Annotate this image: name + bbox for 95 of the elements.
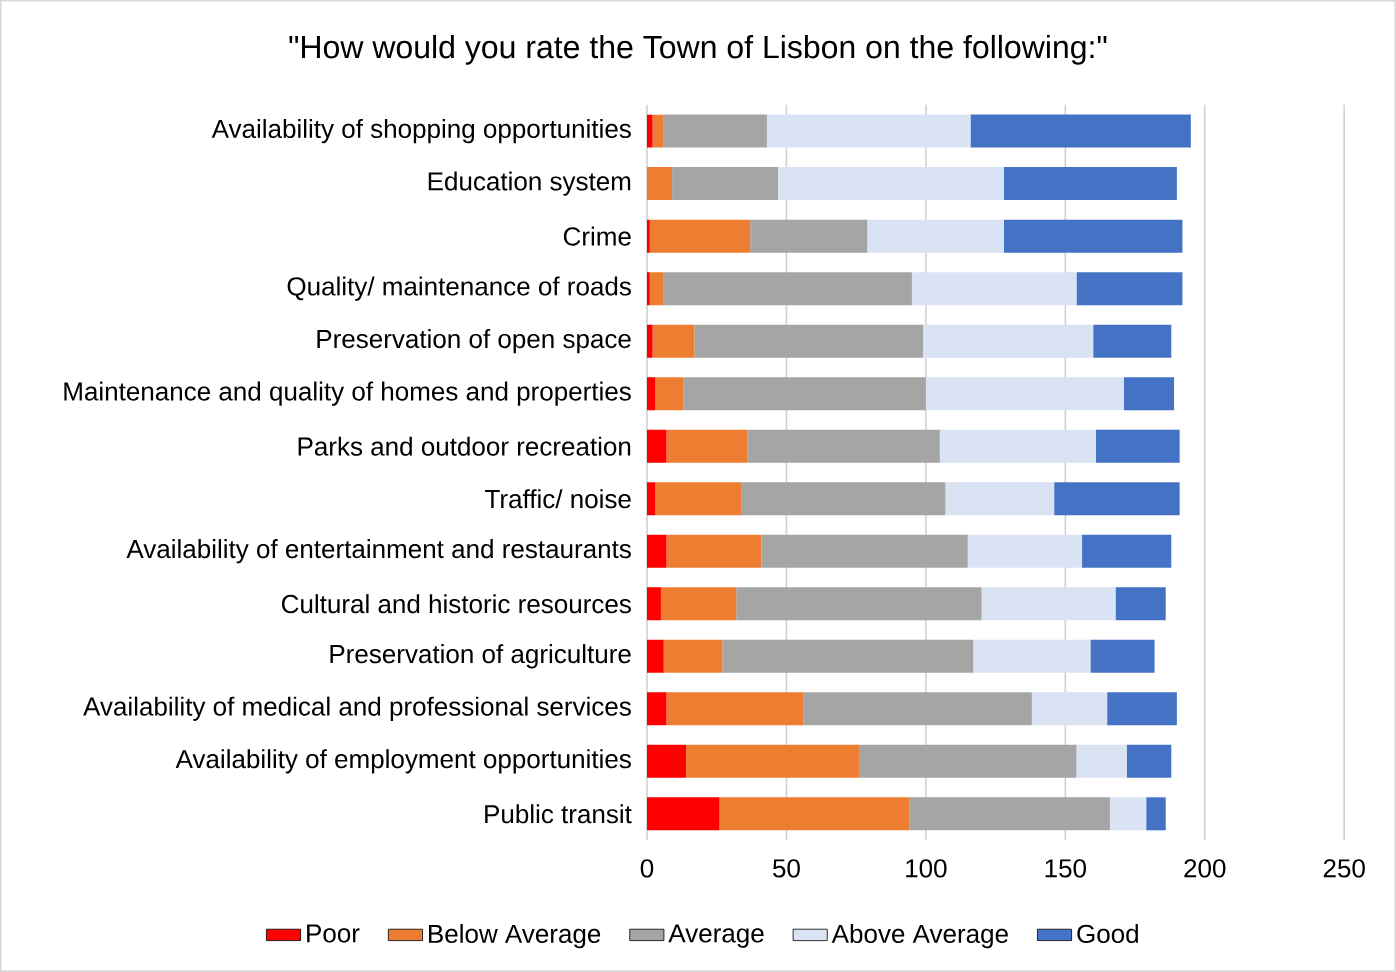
bar xyxy=(646,639,664,673)
bar xyxy=(909,797,1110,831)
bar xyxy=(652,324,695,358)
bar xyxy=(939,429,1096,463)
bar xyxy=(646,324,653,358)
bar xyxy=(1076,272,1183,306)
bar xyxy=(686,744,859,778)
bar xyxy=(719,797,910,831)
bar xyxy=(925,377,1124,411)
bar xyxy=(672,167,779,201)
bar xyxy=(747,429,940,463)
y-tick-label: Availability of employment opportunities xyxy=(175,749,631,774)
bar xyxy=(649,272,664,306)
bar xyxy=(1093,324,1172,358)
bar xyxy=(646,167,673,201)
y-tick-label: Preservation of agriculture xyxy=(330,644,631,669)
bar xyxy=(666,692,804,726)
y-tick-label: Education system xyxy=(428,171,631,196)
y-tick-label: Quality/ maintenance of roads xyxy=(287,276,631,301)
bar xyxy=(646,272,650,306)
y-tick-label: Preservation of open space xyxy=(317,329,631,354)
bar xyxy=(1076,744,1127,778)
x-tick-label: 50 xyxy=(773,859,800,878)
bar xyxy=(1126,744,1172,778)
y-tick-label: Cultural and historic resources xyxy=(281,594,631,614)
bar xyxy=(970,114,1191,148)
y-tick-label: Parks and outdoor recreation xyxy=(298,436,631,456)
bar xyxy=(655,482,742,516)
bar xyxy=(1054,482,1180,516)
bar xyxy=(646,429,667,463)
bar xyxy=(1095,429,1180,463)
bar xyxy=(646,534,667,568)
y-tick-label: Public transit xyxy=(485,804,632,824)
bar xyxy=(766,114,971,148)
bar xyxy=(761,534,968,568)
bar xyxy=(911,272,1077,306)
bar xyxy=(646,692,667,726)
x-tick-label: 0 xyxy=(640,859,654,878)
bar xyxy=(1082,534,1172,568)
bar xyxy=(967,534,1083,568)
y-tick-label: Traffic/ noise xyxy=(485,489,631,509)
bar xyxy=(1115,587,1166,621)
bar xyxy=(867,219,1004,253)
bar xyxy=(923,324,1094,358)
bar xyxy=(722,639,974,673)
bar xyxy=(646,744,687,778)
bar xyxy=(663,272,912,306)
bar xyxy=(652,114,664,148)
x-tick-label: 250 xyxy=(1323,859,1365,878)
legend-label: Average xyxy=(668,924,764,948)
y-tick-label: Availability of entertainment and restaurants xyxy=(126,539,631,564)
bar xyxy=(646,219,650,253)
bar xyxy=(858,744,1077,778)
chart-title: "How would you rate the Town of Lisbon on the following:" xyxy=(289,34,1107,65)
bar xyxy=(1003,219,1183,253)
x-tick-label: 150 xyxy=(1045,859,1086,878)
bar xyxy=(655,377,684,411)
bar xyxy=(646,377,656,411)
bar xyxy=(778,167,1004,201)
legend-label: Good xyxy=(1077,924,1138,944)
bar xyxy=(666,534,762,568)
x-tick-label: 200 xyxy=(1184,859,1226,878)
bar xyxy=(1031,692,1108,726)
bar xyxy=(694,324,924,358)
bar xyxy=(973,639,1091,673)
bar xyxy=(736,587,982,621)
bar xyxy=(945,482,1055,516)
bar xyxy=(663,114,767,148)
y-tick-label: Availability of medical and professional services xyxy=(83,696,631,721)
bar xyxy=(683,377,926,411)
bar xyxy=(741,482,946,516)
legend-label: Above Average xyxy=(831,924,1008,949)
bar xyxy=(1109,797,1147,831)
bar xyxy=(646,797,720,831)
bar xyxy=(1146,797,1166,831)
bar xyxy=(1090,639,1155,673)
y-tick-label: Crime xyxy=(563,226,631,246)
y-tick-label: Maintenance and quality of homes and properties xyxy=(64,381,631,406)
x-tick-label: 100 xyxy=(906,859,947,878)
legend-label: Poor xyxy=(307,924,360,943)
bar xyxy=(649,219,751,253)
legend-label: Below Average xyxy=(429,924,601,949)
bar xyxy=(660,587,737,621)
bar xyxy=(646,482,656,516)
bar xyxy=(750,219,868,253)
bar xyxy=(1003,167,1177,201)
bar xyxy=(646,587,661,621)
bar xyxy=(981,587,1116,621)
bar xyxy=(666,429,748,463)
bar xyxy=(1123,377,1175,411)
bar xyxy=(803,692,1032,726)
bar xyxy=(646,114,653,148)
y-tick-label: Availability of shopping opportunities xyxy=(211,119,631,144)
bar xyxy=(1107,692,1177,726)
bar xyxy=(663,639,723,673)
